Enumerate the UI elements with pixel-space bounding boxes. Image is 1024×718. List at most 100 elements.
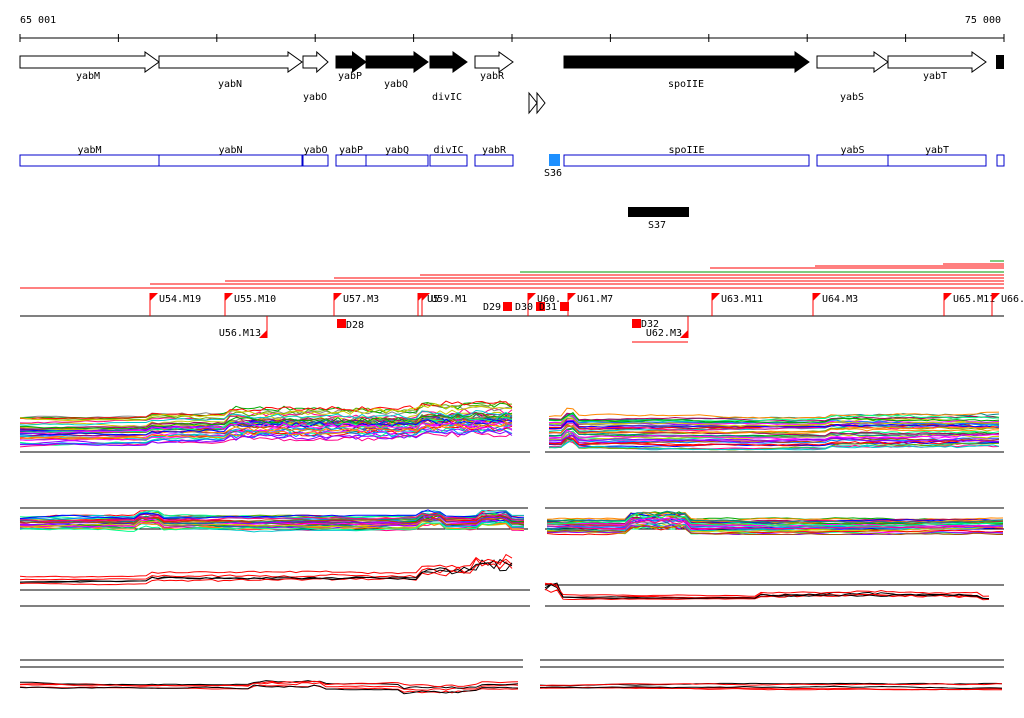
upshift-flag bbox=[150, 293, 158, 301]
expression-lines bbox=[19, 553, 990, 601]
expression-lines bbox=[19, 400, 1000, 451]
downshift-marker[interactable]: D31 bbox=[539, 302, 569, 313]
expression-line bbox=[548, 412, 1000, 423]
upshift-marker[interactable]: U55.M10 bbox=[224, 293, 276, 316]
downshift-marker[interactable]: D30 bbox=[515, 302, 545, 313]
annotation-yabQ[interactable]: yabQ bbox=[365, 145, 429, 167]
downshift-marker[interactable]: D28 bbox=[337, 319, 364, 331]
ruler-ticks bbox=[19, 34, 1005, 42]
annotation-box[interactable] bbox=[429, 154, 468, 167]
gene-label: yabN bbox=[218, 79, 242, 90]
gene-partial[interactable] bbox=[996, 55, 1004, 69]
upshift-marker[interactable]: U66. bbox=[991, 293, 1024, 316]
expression-line bbox=[19, 680, 519, 688]
transcription-unit-lines bbox=[20, 260, 1004, 289]
annotation-label: yabM bbox=[77, 145, 101, 156]
downshift-markers: D28 D29 D30 D31 D32 bbox=[337, 302, 659, 331]
annotation-label: yabQ bbox=[385, 145, 409, 156]
downshift-marker[interactable]: D32 bbox=[632, 319, 659, 330]
gene-label: yabR bbox=[480, 71, 505, 82]
upshift-marker[interactable]: U57.M3 bbox=[333, 293, 379, 316]
annotation-yabM[interactable]: yabM bbox=[19, 145, 160, 167]
downshift-square bbox=[536, 302, 545, 311]
annotation-box[interactable] bbox=[335, 154, 367, 167]
upshift-label: U61.M7 bbox=[577, 294, 613, 305]
gene-arrow[interactable] bbox=[816, 51, 889, 73]
gene-label: yabS bbox=[840, 92, 864, 103]
annotation-box[interactable] bbox=[816, 154, 889, 167]
gene-arrow[interactable] bbox=[302, 50, 329, 74]
gene-arrow[interactable] bbox=[474, 51, 514, 73]
gene-yabN[interactable]: yabN bbox=[158, 51, 303, 90]
expression-line bbox=[19, 403, 513, 422]
upshift-marker[interactable]: U61.M7 bbox=[567, 293, 613, 316]
annotation-box[interactable] bbox=[158, 154, 303, 167]
expression-line bbox=[548, 429, 1000, 441]
annotation-yabP[interactable]: yabP bbox=[335, 145, 367, 167]
expression-line bbox=[546, 523, 1003, 534]
upshift-marker[interactable]: U56.M13 bbox=[219, 316, 268, 339]
expression-line bbox=[548, 437, 1000, 448]
gene-yabR[interactable]: yabR bbox=[474, 51, 514, 82]
gene-arrow[interactable] bbox=[365, 51, 429, 73]
annotation-spoIIE[interactable]: spoIIE bbox=[563, 145, 810, 167]
annotation-partial[interactable] bbox=[996, 154, 1005, 167]
upshift-flag bbox=[992, 293, 1000, 301]
annotation-yabS[interactable]: yabS bbox=[816, 145, 889, 167]
annotation-label: yabS bbox=[840, 145, 864, 156]
segment-s37-bar[interactable] bbox=[628, 207, 689, 217]
upshift-label: U54.M19 bbox=[159, 294, 201, 305]
gene-arrow[interactable] bbox=[158, 51, 303, 73]
expression-line bbox=[19, 684, 519, 695]
annotation-yabN[interactable]: yabN bbox=[158, 145, 303, 167]
expression-line bbox=[19, 509, 525, 520]
gene-arrow[interactable] bbox=[335, 51, 367, 73]
gene-spoIIE[interactable]: spoIIE bbox=[563, 51, 810, 90]
upshift-flag bbox=[680, 330, 688, 338]
upshift-marker[interactable]: U63.M11 bbox=[711, 293, 763, 316]
expression-line bbox=[19, 418, 513, 436]
annotation-label: yabT bbox=[925, 145, 949, 156]
annotation-box[interactable] bbox=[563, 154, 810, 167]
upshift-marker[interactable]: U64.M3 bbox=[812, 293, 858, 316]
gene-yabT[interactable]: yabT bbox=[887, 51, 987, 82]
gene-track: yabM yabN yabO yabP yabQ divIC yabR spoIIE yabS y… bbox=[19, 50, 1004, 103]
gene-divIC[interactable]: divIC bbox=[429, 51, 468, 103]
upshift-marker[interactable]: U62.M3 bbox=[646, 316, 689, 339]
annotation-box[interactable] bbox=[365, 154, 429, 167]
gene-yabM[interactable]: yabM bbox=[19, 51, 160, 82]
upshift-label: U62.M3 bbox=[646, 328, 682, 339]
annotation-label: yabP bbox=[339, 145, 363, 156]
annotation-box[interactable] bbox=[474, 154, 514, 167]
gene-arrow[interactable] bbox=[563, 51, 810, 73]
gene-arrow[interactable] bbox=[429, 51, 468, 73]
expression-line bbox=[546, 510, 1004, 524]
upshift-marker[interactable]: U54.M19 bbox=[149, 293, 201, 316]
expression-line bbox=[548, 434, 1000, 444]
annotation-yabO[interactable]: yabO bbox=[302, 145, 329, 167]
gene-yabO[interactable]: yabO bbox=[302, 50, 329, 103]
annotation-yabT[interactable]: yabT bbox=[887, 145, 987, 167]
downshift-square bbox=[337, 319, 346, 328]
gene-yabQ[interactable]: yabQ bbox=[365, 51, 429, 90]
segment-s36-marker[interactable] bbox=[549, 154, 560, 166]
gene-label: yabM bbox=[76, 71, 100, 82]
gene-yabS[interactable]: yabS bbox=[816, 51, 889, 103]
annotation-box[interactable] bbox=[887, 154, 987, 167]
annotation-yabR[interactable]: yabR bbox=[474, 145, 514, 167]
upshift-marker[interactable]: U65.M11 bbox=[943, 293, 995, 316]
annotation-label: spoIIE bbox=[668, 145, 704, 156]
expression-track-summary-reverse bbox=[19, 659, 1004, 695]
gene-arrow[interactable] bbox=[19, 51, 160, 73]
annotation-box[interactable] bbox=[302, 154, 329, 167]
upshift-marker[interactable]: U59.M1 bbox=[421, 293, 467, 316]
expression-line bbox=[548, 412, 1000, 422]
annotation-box[interactable] bbox=[19, 154, 160, 167]
downshift-marker[interactable]: D29 bbox=[483, 302, 512, 313]
gene-yabP[interactable]: yabP bbox=[335, 51, 367, 82]
upshift-marker[interactable]: U60. bbox=[527, 293, 561, 316]
gene-arrow[interactable] bbox=[887, 51, 987, 73]
annotation-divIC[interactable]: divIC bbox=[429, 145, 468, 167]
